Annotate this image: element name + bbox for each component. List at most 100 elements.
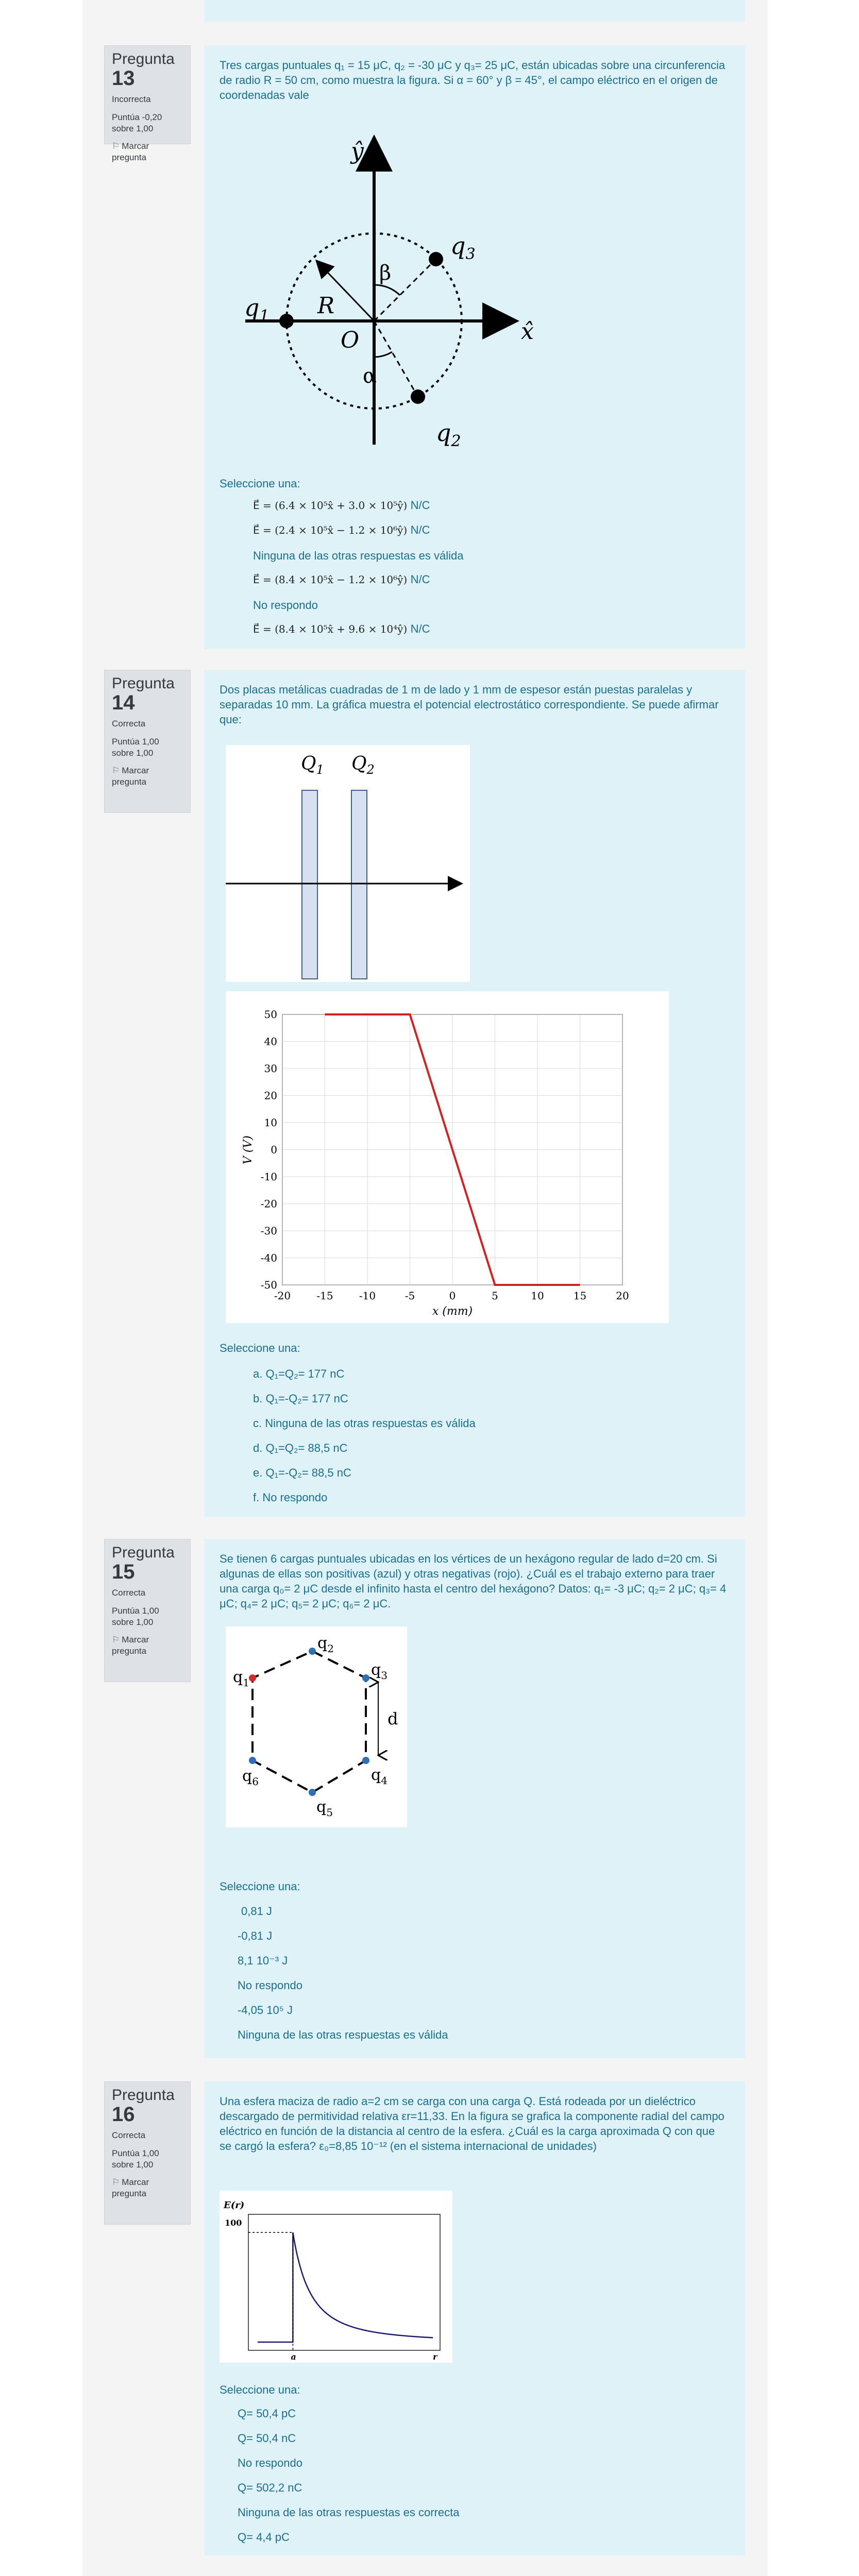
plate-q2-label: Q2 <box>351 753 375 777</box>
flag-question-link[interactable]: ⚐ Marcar pregunta <box>112 141 149 162</box>
question-info: Pregunta 15 Correcta Puntúa 1,00 sobre 1… <box>104 1539 191 1682</box>
answer-option-b[interactable]: b. Q₁=-Q₂= 177 nC <box>253 1392 348 1405</box>
question-text: Tres cargas puntuales q₁ = 15 μC, q₂ = -… <box>220 59 726 101</box>
radius-label: R <box>317 293 334 319</box>
x-tick-label: 0 <box>449 1290 456 1302</box>
y-tick-label: 30 <box>264 1062 277 1075</box>
y-tick-label: -30 <box>261 1225 277 1237</box>
answer-option-3[interactable]: Ninguna de las otras respuestas es válid… <box>253 549 464 562</box>
alpha-label: α <box>363 364 377 388</box>
x-tick-label: -20 <box>274 1290 291 1302</box>
question-grade: Puntúa -0,20 sobre 1,00 <box>112 112 162 133</box>
answer-option-1[interactable]: E⃗ = (6.4 × 10⁵x̂ + 3.0 × 10⁵ŷ) N/C <box>253 499 430 512</box>
answer-option-c[interactable]: c. Ninguna de las otras respuestas es vá… <box>253 1417 476 1430</box>
answer-option-1[interactable]: Q= 50,4 pC <box>238 2407 296 2420</box>
alpha-arc <box>374 351 393 358</box>
question-number: 13 <box>112 67 135 90</box>
charge-q1 <box>249 1674 256 1682</box>
plates-figure: Q1 Q2 <box>226 745 470 982</box>
answer-option-6[interactable]: Q= 4,4 pC <box>238 2531 290 2544</box>
answer-option-e[interactable]: e. Q₁=-Q₂= 88,5 nC <box>253 1466 351 1479</box>
x-tick-label: -10 <box>359 1290 376 1302</box>
x-marker-label: a <box>291 2352 296 2362</box>
flag-icon: ⚐ <box>112 1635 120 1645</box>
answer-option-4[interactable]: E⃗ = (8.4 × 10⁵x̂ − 1.2 × 10⁶ŷ) N/C <box>253 573 430 586</box>
answer-option-1[interactable]: 0,81 J <box>241 1905 272 1918</box>
y-axis-title: V (V) <box>242 1136 255 1164</box>
question-content: Se tienen 6 cargas puntuales ubicadas en… <box>204 1539 745 2058</box>
q3-label: q3 <box>450 232 476 263</box>
y-axis-label: ŷ <box>350 138 364 164</box>
answer-option-4[interactable]: Q= 502,2 nC <box>238 2481 302 2494</box>
question-content: Tres cargas puntuales q₁ = 15 μC, q₂ = -… <box>204 45 745 649</box>
flag-question-link[interactable]: ⚐ Marcar pregunta <box>112 766 149 787</box>
x-tick-label: 15 <box>574 1290 586 1302</box>
answer-option-3[interactable]: No respondo <box>238 2456 302 2469</box>
question-state: Correcta <box>112 1588 146 1598</box>
question-grade: Puntúa 1,00 sobre 1,00 <box>112 737 159 758</box>
y-tick-label: 0 <box>271 1144 277 1156</box>
question-grade: Puntúa 1,00 sobre 1,00 <box>112 1606 159 1627</box>
x-axis-title: r <box>433 2352 438 2362</box>
y-tick-label: 20 <box>264 1090 277 1102</box>
charge-q3 <box>429 252 443 266</box>
question-info: Pregunta 13 Incorrecta Puntúa -0,20 sobr… <box>104 45 191 162</box>
y-tick-label: 40 <box>264 1036 277 1048</box>
question-state: Correcta <box>112 2130 146 2140</box>
question-word: Pregunta <box>112 675 175 692</box>
question-number: 16 <box>112 2103 135 2126</box>
charge-q3 <box>362 1674 369 1682</box>
radius-arrow <box>315 259 375 322</box>
charge-q5 <box>309 1789 316 1796</box>
answer-option-4[interactable]: No respondo <box>238 1979 302 1992</box>
x-axis-label: x̂ <box>521 318 534 345</box>
question-info: Pregunta 16 Correcta Puntúa 1,00 sobre 1… <box>104 2081 191 2225</box>
answer-option-6[interactable]: Ninguna de las otras respuestas es válid… <box>238 2028 448 2041</box>
x-tick-label: -5 <box>405 1290 415 1302</box>
q1-label: q1 <box>233 1668 249 1689</box>
answer-option-f[interactable]: f. No respondo <box>253 1491 328 1504</box>
flag-question-link[interactable]: ⚐ Marcar pregunta <box>112 2177 149 2198</box>
question-text: Una esfera maciza de radio a=2 cm se car… <box>220 2095 725 2153</box>
answer-option-3[interactable]: 8,1 10⁻³ J <box>238 1954 288 1967</box>
hexagon-outline <box>251 1650 367 1794</box>
select-prompt: Seleccione una: <box>220 1880 300 1893</box>
question-state: Correcta <box>112 719 146 728</box>
answer-option-2[interactable]: Q= 50,4 nC <box>238 2432 296 2445</box>
question-text: Se tienen 6 cargas puntuales ubicadas en… <box>220 1552 727 1610</box>
charge-q2 <box>411 389 425 404</box>
charge-q6 <box>249 1757 256 1764</box>
y-tick-label: -50 <box>261 1279 277 1291</box>
answer-option-5[interactable]: No respondo <box>253 599 318 612</box>
x-tick-label: 10 <box>531 1290 544 1302</box>
side-d-label: d <box>388 1709 398 1728</box>
q2-dashed-line <box>373 320 419 397</box>
y-tick-label: -20 <box>261 1198 277 1210</box>
y-tick-label: 50 <box>264 1008 277 1021</box>
previous-question-content <box>204 0 745 22</box>
answer-option-5[interactable]: -4,05 10⁵ J <box>238 2004 293 2016</box>
field-series-line <box>258 2232 433 2343</box>
question-info: Pregunta 14 Correcta Puntúa 1,00 sobre 1… <box>104 670 191 813</box>
charges-circle-figure: ŷ x̂ q1 q2 q3 R O β α <box>244 134 534 450</box>
flag-question-link[interactable]: ⚐ Marcar pregunta <box>112 1635 149 1656</box>
y-tick-label: -40 <box>261 1252 277 1264</box>
q6-label: q6 <box>242 1767 259 1788</box>
question-number: 14 <box>112 691 135 714</box>
flag-icon: ⚐ <box>112 2177 120 2187</box>
answer-option-2[interactable]: -0,81 J <box>238 1929 273 1942</box>
answer-option-6[interactable]: E⃗ = (8.4 × 10⁵x̂ + 9.6 × 10⁴ŷ) N/C <box>253 622 430 635</box>
answer-option-a[interactable]: a. Q₁=Q₂= 177 nC <box>253 1367 345 1380</box>
answer-option-d[interactable]: d. Q₁=Q₂= 88,5 nC <box>253 1442 348 1454</box>
potential-chart: -20 -15 -10 -5 0 5 10 15 20 50 40 30 20 10 0 -10 -20 -30-… <box>226 991 669 1323</box>
plate-q1-label: Q1 <box>301 753 324 777</box>
flag-icon: ⚐ <box>112 141 120 151</box>
charge-q2 <box>309 1648 316 1655</box>
question-content: Una esfera maciza de radio a=2 cm se car… <box>204 2081 745 2555</box>
answer-option-5[interactable]: Ninguna de las otras respuestas es corre… <box>238 2506 460 2519</box>
charge-q1 <box>279 314 294 328</box>
select-prompt: Seleccione una: <box>220 2383 300 2396</box>
answer-option-2[interactable]: E⃗ = (2.4 × 10⁵x̂ − 1.2 × 10⁶ŷ) N/C <box>253 523 430 536</box>
quiz-page: Pregunta 13 Incorrecta Puntúa -0,20 sobr… <box>82 0 768 2576</box>
question-state: Incorrecta <box>112 94 151 104</box>
